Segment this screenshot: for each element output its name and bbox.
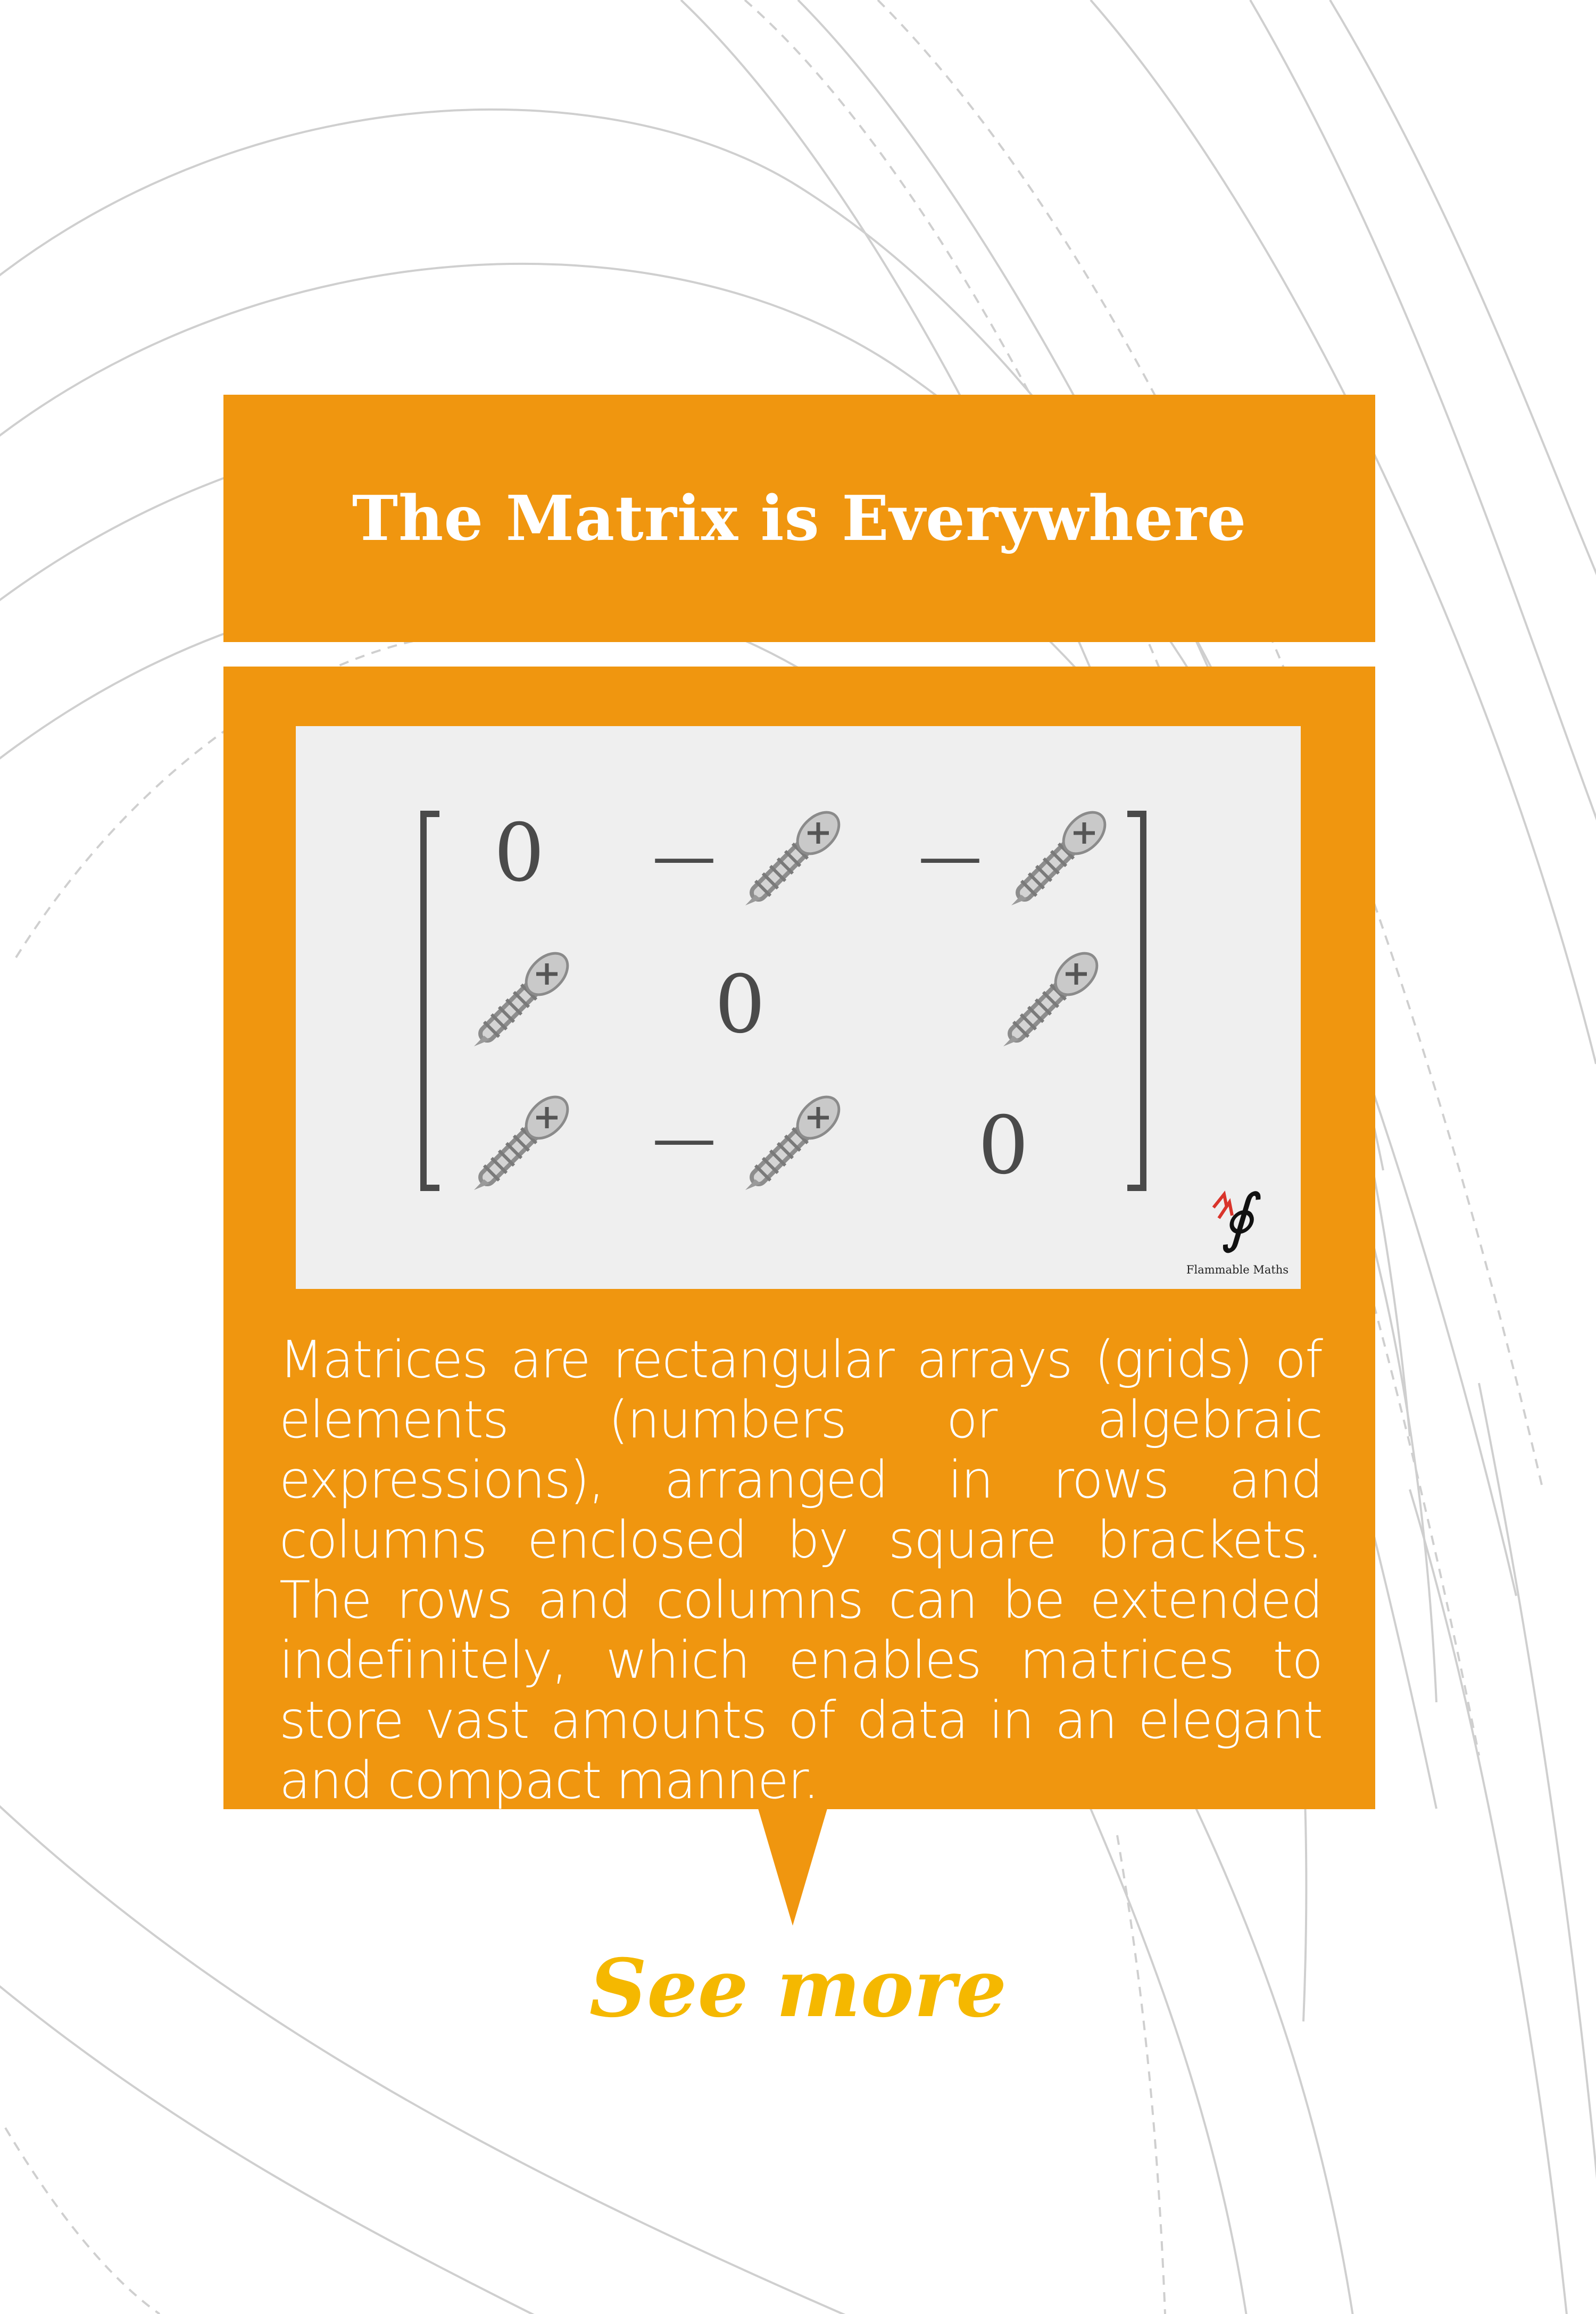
screw-icon [474, 945, 576, 1046]
svg-text:∮: ∮ [1221, 1181, 1261, 1255]
screw-icon [1003, 945, 1105, 1046]
see-more-link[interactable]: See more [589, 1942, 1007, 2035]
matrix-cell-zero: 0 [494, 807, 544, 900]
title-banner: The Matrix is Everywhere [223, 395, 1375, 642]
brand-name: Flammable Maths [1186, 1263, 1289, 1276]
left-bracket [420, 811, 439, 1191]
matrix-minus-sign: — [918, 819, 982, 893]
matrix-minus-sign: — [652, 1101, 716, 1175]
matrix-minus-sign: — [652, 819, 716, 893]
matrix-cell-zero: 0 [714, 959, 765, 1051]
page-title: The Matrix is Everywhere [352, 482, 1247, 555]
screw-icon [745, 804, 847, 905]
integral-flame-logo: ∮ [1212, 1181, 1261, 1255]
matrix-cell-zero: 0 [978, 1100, 1028, 1192]
screw-icon [745, 1089, 847, 1190]
right-bracket [1127, 811, 1146, 1191]
matrix-illustration: 0 — — 0 — 0 ∮ Flammable Maths [296, 726, 1301, 1289]
screw-icon [474, 1089, 576, 1190]
description-text: Matrices are rectangular arrays (grids) … [279, 1330, 1323, 1810]
matrix-graphic: 0 — — 0 — 0 ∮ [420, 726, 1261, 1255]
screw-icon [1011, 804, 1113, 905]
speech-pointer [758, 1809, 827, 1926]
